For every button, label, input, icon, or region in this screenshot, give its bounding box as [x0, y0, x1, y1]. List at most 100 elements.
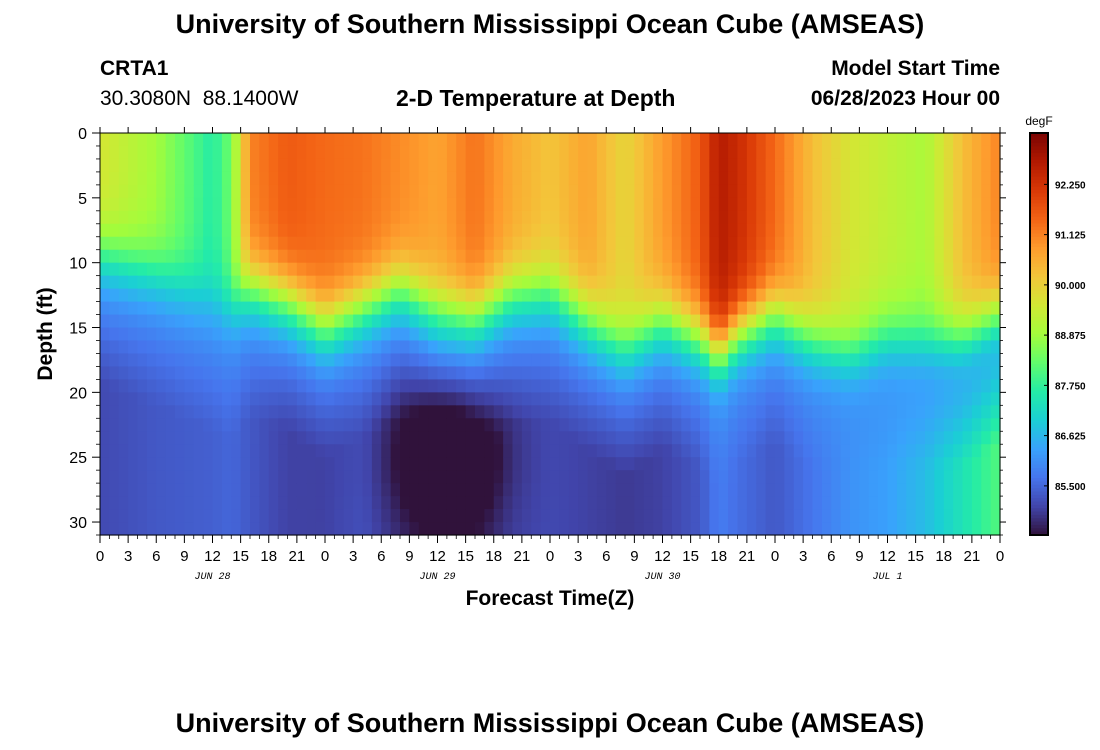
heatmap-cell — [118, 145, 129, 160]
heatmap-cell — [634, 470, 645, 484]
heatmap-cell — [409, 483, 420, 497]
heatmap-cell — [615, 366, 626, 380]
heatmap-cell — [793, 509, 804, 523]
heatmap-cell — [700, 262, 710, 277]
heatmap-cell — [868, 431, 879, 445]
heatmap-cell — [878, 353, 889, 368]
heatmap-cell — [231, 210, 242, 225]
heatmap-cell — [296, 483, 307, 497]
heatmap-cell — [737, 418, 748, 432]
heatmap-cell — [315, 184, 326, 199]
heatmap-cell — [850, 275, 860, 290]
heatmap-cell — [268, 392, 279, 406]
heatmap-cell — [193, 431, 204, 445]
heatmap-cell — [887, 262, 898, 277]
heatmap-cell — [212, 522, 223, 536]
heatmap-cell — [981, 236, 992, 251]
heatmap-cell — [896, 133, 907, 147]
heatmap-cell — [446, 405, 457, 419]
heatmap-cell — [850, 418, 860, 432]
heatmap-cell — [240, 210, 251, 225]
heatmap-cell — [503, 392, 514, 406]
heatmap-cell — [165, 379, 176, 393]
heatmap-cell — [503, 249, 514, 264]
heatmap-cell — [990, 444, 1001, 458]
colorbar-segment — [1030, 270, 1048, 275]
heatmap-cell — [831, 210, 842, 225]
heatmap-cell — [343, 262, 354, 277]
heatmap-cell — [934, 431, 945, 445]
heatmap-cell — [362, 301, 373, 316]
heatmap-cell — [409, 133, 420, 147]
heatmap-cell — [221, 431, 232, 445]
heatmap-cell — [953, 392, 964, 406]
heatmap-cell — [746, 314, 757, 329]
heatmap-cell — [456, 210, 467, 225]
heatmap-cell — [287, 509, 298, 523]
heatmap-cell — [146, 470, 157, 484]
heatmap-cell — [981, 223, 992, 238]
heatmap-cell — [953, 223, 964, 238]
heatmap-cell — [400, 210, 410, 225]
heatmap-cell — [362, 470, 373, 484]
heatmap-cell — [718, 470, 729, 484]
heatmap-cell — [240, 158, 251, 173]
heatmap-cell — [981, 145, 992, 160]
heatmap-cell — [428, 483, 439, 497]
heatmap-cell — [343, 210, 354, 225]
heatmap-cell — [531, 405, 542, 419]
heatmap-cell — [521, 133, 532, 147]
heatmap-cell — [568, 405, 579, 419]
heatmap-cell — [859, 249, 870, 264]
heatmap-cell — [568, 457, 579, 471]
heatmap-cell — [268, 288, 279, 303]
heatmap-cell — [250, 223, 260, 238]
heatmap-cell — [596, 405, 607, 419]
heatmap-cell — [137, 509, 148, 523]
heatmap-cell — [493, 210, 504, 225]
heatmap-cell — [146, 392, 157, 406]
heatmap-cell — [821, 197, 832, 212]
heatmap-cell — [315, 249, 326, 264]
heatmap-cell — [821, 145, 832, 160]
heatmap-cell — [362, 145, 373, 160]
heatmap-cell — [615, 353, 626, 368]
heatmap-cell — [990, 379, 1001, 393]
heatmap-cell — [315, 366, 326, 380]
colorbar-segment — [1030, 484, 1048, 489]
heatmap-cell — [231, 249, 242, 264]
heatmap-cell — [925, 340, 935, 355]
heatmap-cell — [681, 301, 692, 316]
heatmap-cell — [671, 249, 682, 264]
heatmap-cell — [221, 133, 232, 147]
heatmap-cell — [700, 133, 710, 147]
heatmap-cell — [953, 379, 964, 393]
heatmap-cell — [334, 262, 345, 277]
heatmap-cell — [606, 444, 617, 458]
heatmap-cell — [334, 158, 345, 173]
heatmap-cell — [512, 431, 523, 445]
heatmap-cell — [400, 262, 410, 277]
heatmap-cell — [540, 314, 551, 329]
heatmap-cell — [596, 509, 607, 523]
heatmap-cell — [146, 509, 157, 523]
heatmap-cell — [690, 470, 701, 484]
heatmap-cell — [165, 223, 176, 238]
heatmap-cell — [240, 249, 251, 264]
heatmap-cell — [343, 379, 354, 393]
heatmap-cell — [503, 327, 514, 342]
heatmap-cell — [925, 470, 935, 484]
x-tick-label: 3 — [124, 548, 132, 565]
heatmap-cell — [212, 509, 223, 523]
heatmap-cell — [100, 184, 110, 199]
heatmap-cell — [803, 184, 814, 199]
page-title: University of Southern Mississippi Ocean… — [175, 9, 925, 39]
heatmap-cell — [568, 197, 579, 212]
heatmap-cell — [418, 288, 429, 303]
heatmap-cell — [118, 483, 129, 497]
heatmap-cell — [315, 353, 326, 368]
heatmap-cell — [915, 405, 926, 419]
x-tick-label: 3 — [574, 548, 582, 565]
heatmap-cell — [878, 418, 889, 432]
heatmap-cell — [156, 210, 167, 225]
